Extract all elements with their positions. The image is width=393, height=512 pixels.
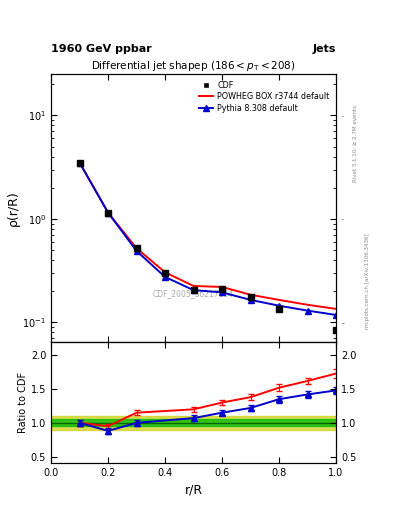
Y-axis label: Ratio to CDF: Ratio to CDF [18,372,28,433]
Text: mcplots.cern.ch [arXiv:1306.3436]: mcplots.cern.ch [arXiv:1306.3436] [365,234,370,329]
Title: Differential jet shapep ($186 < p_{\mathrm{T}} < 208$): Differential jet shapep ($186 < p_{\math… [91,59,296,73]
Text: CDF_2005_S6217184: CDF_2005_S6217184 [153,289,234,298]
Text: 1960 GeV ppbar: 1960 GeV ppbar [51,44,152,54]
Text: Rivet 3.1.10; ≥ 2.7M events: Rivet 3.1.10; ≥ 2.7M events [353,105,358,182]
X-axis label: r/R: r/R [184,484,203,497]
Y-axis label: ρ(r/R): ρ(r/R) [7,190,20,226]
Text: Jets: Jets [313,44,336,54]
Legend: CDF, POWHEG BOX r3744 default, Pythia 8.308 default: CDF, POWHEG BOX r3744 default, Pythia 8.… [196,78,332,115]
